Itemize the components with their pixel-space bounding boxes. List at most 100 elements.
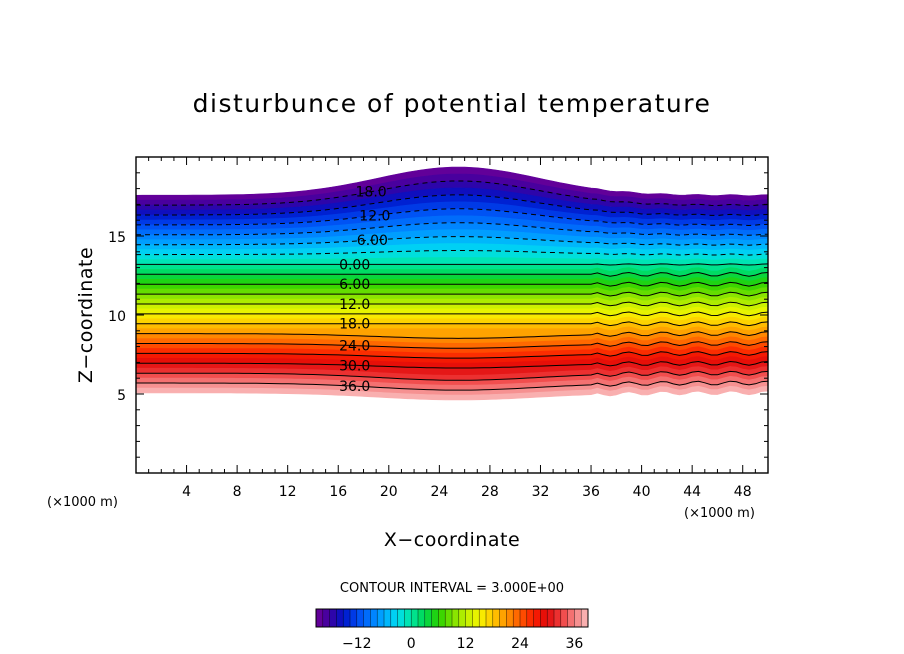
- contour-line-positive: [136, 380, 768, 391]
- colorbar-tick-label: −12: [342, 636, 372, 652]
- contour-label: 6.00: [339, 277, 370, 293]
- contour-label: 6.00: [357, 233, 388, 249]
- x-tick-label: 16: [329, 484, 347, 500]
- colorbar-cell: [356, 609, 364, 627]
- contour-line-negative: [136, 236, 768, 246]
- chart-title: disturbunce of potential temperature: [193, 89, 712, 118]
- x-tick-label: 12: [279, 484, 297, 500]
- x-tick-label: 44: [683, 484, 701, 500]
- contour-line-negative: [136, 180, 768, 207]
- colorbar-cell: [520, 609, 528, 627]
- contour-band: [136, 385, 768, 401]
- contour-line-positive: [136, 271, 768, 277]
- colorbar-cell: [452, 609, 460, 627]
- colorbar-tick-label: 36: [565, 636, 583, 652]
- contour-line-positive: [136, 370, 768, 381]
- colorbar-cell: [574, 609, 582, 627]
- colorbar-cell: [581, 609, 589, 627]
- contour-line-positive: [136, 281, 768, 287]
- colorbar-tick-labels: −12 0 12 24 36: [342, 636, 583, 652]
- contour-label: 12.0: [339, 297, 370, 313]
- y-tick-labels: 5 10 15: [108, 230, 126, 404]
- colorbar-cell: [465, 609, 473, 627]
- colorbar-cell: [506, 609, 514, 627]
- contour-label: 36.0: [339, 379, 370, 395]
- colorbar-cell: [424, 609, 432, 627]
- contour-line-negative: [136, 194, 768, 217]
- colorbar-cell: [404, 609, 412, 627]
- colorbar-tick-label: 24: [511, 636, 529, 652]
- colorbar-cell: [526, 609, 534, 627]
- colorbar-cell: [540, 609, 548, 627]
- x-tick-labels: 4 8 12 16 20 24 28 32 36 40 44 48: [182, 484, 752, 500]
- colorbar-cell: [384, 609, 392, 627]
- colorbar-cell: [547, 609, 555, 627]
- colorbar-cell: [411, 609, 419, 627]
- x-tick-label: 32: [532, 484, 550, 500]
- x-tick-label: 24: [430, 484, 448, 500]
- colorbar-cell: [560, 609, 568, 627]
- colorbar-cell: [567, 609, 575, 627]
- contour-label: 12.0: [359, 208, 390, 224]
- colorbar-cell: [472, 609, 480, 627]
- contour-line-negative: [136, 250, 768, 256]
- x-tick-label: 4: [182, 484, 191, 500]
- colorbar-cell: [431, 609, 439, 627]
- colorbar-cell: [486, 609, 494, 627]
- contour-line-negative: [136, 222, 768, 236]
- colorbar-tick-label: 0: [407, 636, 416, 652]
- x-axis-label: X−coordinate: [384, 529, 520, 551]
- y-tick-label: 10: [108, 309, 126, 325]
- contour-label: 18.0: [356, 185, 387, 201]
- x-tick-label: 28: [481, 484, 499, 500]
- contour-line-positive: [136, 263, 768, 266]
- colorbar-cell: [343, 609, 351, 627]
- contour-line-negative: [136, 208, 768, 227]
- contour-label: 0.00: [339, 257, 370, 273]
- contour-label: 30.0: [339, 358, 370, 374]
- colorbar: [315, 609, 589, 627]
- colorbar-cell: [499, 609, 507, 627]
- colorbar-cell: [350, 609, 358, 627]
- contour-line-positive: [136, 291, 768, 297]
- y-tick-label: 15: [108, 230, 126, 246]
- colorbar-cell: [316, 609, 324, 627]
- x-tick-label: 8: [233, 484, 242, 500]
- y-tick-label: 5: [117, 388, 126, 404]
- colorbar-cell: [322, 609, 330, 627]
- contour-line-positive: [136, 301, 768, 307]
- contour-lines: [136, 180, 768, 391]
- colorbar-cell: [492, 609, 500, 627]
- colorbar-cell: [329, 609, 337, 627]
- x-tick-label: 20: [380, 484, 398, 500]
- colorbar-tick-label: 12: [457, 636, 475, 652]
- colorbar-cell: [377, 609, 385, 627]
- colorbar-frame: [315, 608, 589, 628]
- y-axis-label: Z−coordinate: [75, 247, 97, 383]
- colorbar-cell: [438, 609, 446, 627]
- contour-line-positive: [136, 341, 768, 349]
- x-unit-right: (×1000 m): [684, 506, 755, 521]
- colorbar-cell: [418, 609, 426, 627]
- x-tick-label: 40: [633, 484, 651, 500]
- filled-contour-bands: [136, 166, 768, 401]
- contour-label: 18.0: [339, 317, 370, 333]
- colorbar-cell: [458, 609, 466, 627]
- contour-line-positive: [136, 360, 768, 369]
- colorbar-cell: [554, 609, 562, 627]
- colorbar-cell: [479, 609, 487, 627]
- colorbar-cell: [363, 609, 371, 627]
- colorbar-cell: [513, 609, 521, 627]
- contour-interval-label: CONTOUR INTERVAL = 3.000E+00: [340, 581, 564, 596]
- colorbar-cell: [390, 609, 398, 627]
- contour-labels: 18.0 12.0 6.00 0.00 6.00 12.0 18.0 24.0 30.0 36.0: [339, 185, 390, 395]
- contour-line-positive: [136, 321, 768, 327]
- axis-ticks: [136, 157, 768, 473]
- colorbar-cell: [533, 609, 541, 627]
- x-tick-label: 48: [734, 484, 752, 500]
- colorbar-cell: [397, 609, 405, 627]
- contour-label: 24.0: [339, 339, 370, 355]
- x-tick-label: 36: [582, 484, 600, 500]
- colorbar-cell: [336, 609, 344, 627]
